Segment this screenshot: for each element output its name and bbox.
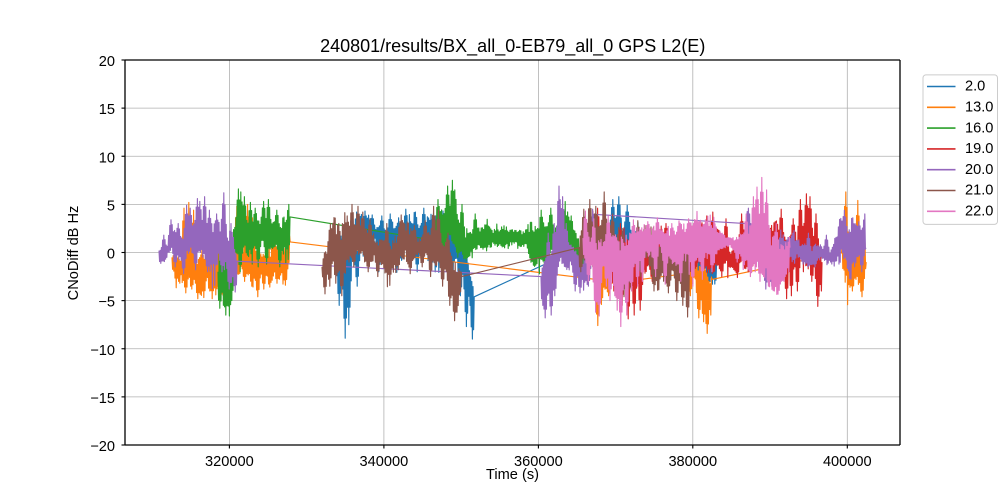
svg-text:400000: 400000 (823, 454, 872, 470)
svg-text:2.0: 2.0 (965, 79, 985, 95)
svg-text:19.0: 19.0 (965, 141, 993, 157)
svg-text:240801/results/BX_all_0-EB79_a: 240801/results/BX_all_0-EB79_all_0 GPS L… (320, 36, 705, 57)
svg-text:5: 5 (107, 198, 115, 214)
svg-text:16.0: 16.0 (965, 120, 993, 136)
svg-text:−5: −5 (98, 295, 115, 311)
svg-text:22.0: 22.0 (965, 204, 993, 220)
svg-text:−15: −15 (90, 391, 115, 407)
svg-text:0: 0 (107, 247, 115, 263)
svg-text:380000: 380000 (668, 454, 717, 470)
svg-text:CNoDiff dB Hz: CNoDiff dB Hz (66, 206, 82, 301)
svg-text:360000: 360000 (514, 454, 563, 470)
svg-text:15: 15 (99, 102, 115, 118)
svg-text:−10: −10 (90, 343, 115, 359)
svg-text:320000: 320000 (205, 454, 254, 470)
svg-text:20.0: 20.0 (965, 162, 993, 178)
svg-text:13.0: 13.0 (965, 100, 993, 116)
svg-text:10: 10 (99, 150, 115, 166)
svg-text:340000: 340000 (360, 454, 409, 470)
svg-text:−20: −20 (90, 439, 115, 455)
svg-text:21.0: 21.0 (965, 183, 993, 199)
svg-text:20: 20 (99, 54, 115, 70)
svg-text:Time (s): Time (s) (486, 467, 539, 483)
